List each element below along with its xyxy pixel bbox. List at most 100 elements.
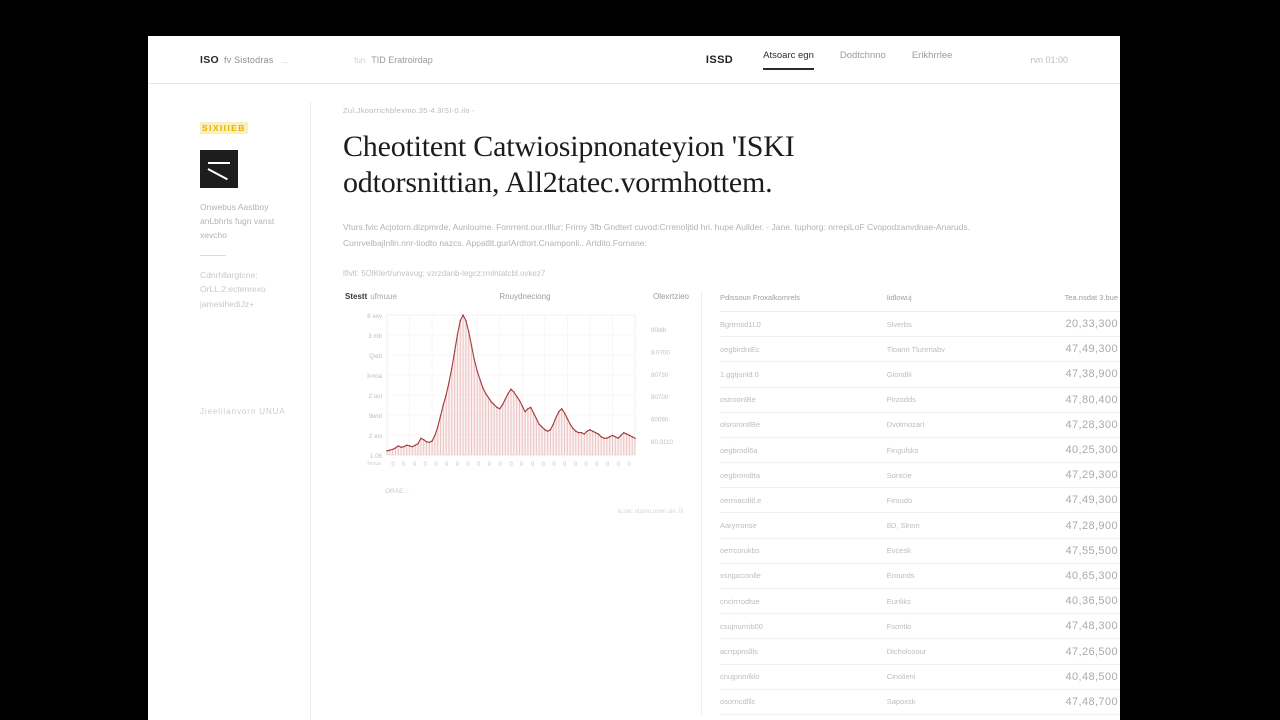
table-cell-c2: Fingulsks (886, 437, 1011, 464)
main-column: Zul.Jkoorrichbfexmo.35-4.3ISI-0.ilo - Ch… (310, 102, 1120, 720)
svg-text:0: 0 (627, 462, 631, 468)
svg-text:0: 0 (434, 462, 438, 468)
chart-header-left: Stestt ufmuue (345, 291, 397, 301)
table-cell-c1: csujnurmb00 (720, 613, 887, 640)
svg-text:0: 0 (413, 462, 417, 468)
table-row[interactable]: oegbirdniEc Tloanri Tlunrriabv 47,49,300 (720, 336, 1120, 363)
data-table: Pdissoun Froxalkomrels Iidlowuj Tea.nsda… (720, 292, 1120, 715)
chart-x-axis-note: ORAE :: (385, 487, 409, 495)
table-cell-c3: 40,25,300 (1010, 437, 1120, 464)
table-row[interactable]: oerrcorukbs Evcesk 47,55,500 (720, 538, 1120, 564)
table-cell-c3: 47,48,300 (1010, 613, 1120, 640)
svg-text:0: 0 (509, 462, 513, 468)
svg-text:0: 0 (456, 462, 460, 468)
table-cell-c1: cnujpnmlklo (720, 664, 887, 690)
table-row[interactable]: 1.ggtjunld.0 Giondlii 47,38,900 (720, 361, 1120, 388)
table-cell-c1: oegbrondtta (720, 462, 887, 489)
table-col-header-2: Iidlowuj (886, 292, 912, 302)
table-row[interactable]: oegbrodl6a Fingulsks 40,25,300 (720, 437, 1120, 464)
svg-text:0: 0 (402, 462, 406, 468)
table-cell-c2: Eunliks (886, 588, 1011, 615)
article-lede: Vturs.fvic Acjotorn.dizpmrde, Aunlourne.… (343, 221, 970, 249)
table-cell-c1: ostroonlBe (720, 387, 887, 413)
table-row[interactable]: csujnurmb00 Fsontlo 47,48,300 (720, 613, 1120, 640)
figure-row: Stestt ufmuue Rnuydneciong Olexrtzieo 8 e… (343, 291, 1120, 715)
table-row[interactable]: cncirrrodtue Eunliks 40,36,500 (720, 588, 1120, 615)
chart-credit: lu:rar. otusro.orwn uin. lll (617, 508, 683, 515)
svg-text:0: 0 (606, 462, 610, 468)
table-row[interactable]: Aaryrronse 8D, Slnnn 47,28,900 (720, 512, 1120, 539)
table-cell-c2: Firoudo (886, 487, 1011, 514)
svg-text:0: 0 (424, 462, 428, 468)
svg-text:0: 0 (445, 462, 449, 468)
svg-text:0: 0 (574, 462, 578, 468)
table-cell-c3: 47,49,300 (1010, 336, 1120, 363)
table-col-header-1: Pdissoun Froxalkomrels (720, 292, 801, 302)
sidebar-text-block: Onwebus Aastboy anLbhrls fugn vanst xevc… (200, 202, 275, 241)
chart-svg: 8 exv 3 mb Qxdi 3>toa 2 ooi 9wrd 2 esi 1.06 90dl… (366, 313, 673, 468)
brand-mark: ISO (200, 53, 219, 66)
table-cell-c1: osorncdlllc (720, 689, 887, 715)
svg-text:0: 0 (520, 462, 524, 468)
page-title: Cheotitent Catwiosipnonateyion 'ISKI odt… (343, 130, 795, 200)
chart-column: Stestt ufmuue Rnuydneciong Olexrtzieo 8 e… (343, 292, 691, 715)
brand-logo[interactable]: ISO fv Sistodras ... (200, 54, 288, 66)
table-row[interactable]: ostroonlBe Pirzodds 47,80,400 (720, 387, 1120, 413)
article-kicker: Zul.Jkoorrichbfexmo.35-4.3ISI-0.ilo - (343, 106, 475, 115)
table-col-header-3: Tea.nsdat 3.bue (1064, 292, 1118, 302)
table-cell-c2: Dvolmozarl (886, 412, 1011, 438)
table-row[interactable]: olsrorontlBe Dvolmozarl 47,28,300 (720, 412, 1120, 438)
nav-link-2[interactable]: Dodtchnno (839, 49, 886, 61)
svg-text:2 esi: 2 esi (369, 433, 382, 440)
table-row[interactable]: cnujpnmlklo Cinolieni 40,48,500 (720, 664, 1120, 690)
table-cell-c2: Sontcie (886, 462, 1011, 489)
svg-text:0: 0 (563, 462, 567, 468)
flag-glyph-icon (200, 150, 238, 188)
breadcrumb-current: TID Eratroirdap (371, 54, 433, 65)
svg-text:0: 0 (531, 462, 535, 468)
table-cell-c2: Sapoxsk (886, 689, 1011, 715)
table-cell-c2: Fsontlo (886, 613, 1011, 640)
table-row[interactable]: oegbrondtta Sontcie 47,29,300 (720, 462, 1120, 489)
svg-text:8 exv: 8 exv (367, 313, 383, 320)
sidebar-text-block-2: Cdnrhllargtcne: OrLL.2:ectenrexo jamesih… (200, 270, 266, 309)
table-cell-c1: xsnjpcconlle (720, 563, 887, 590)
top-navigation-bar: ISO fv Sistodras ... fun TID Eratroirdap… (148, 36, 1120, 84)
table-cell-c3: 47,29,300 (1010, 462, 1120, 489)
nav-link-3[interactable]: Erikhrrlee (911, 49, 953, 61)
svg-text:2 ooi: 2 ooi (369, 393, 382, 400)
table-cell-c2: 8D, Slnnn (886, 512, 1011, 539)
table-cell-c2: Pirzodds (886, 387, 1011, 413)
table-cell-c3: 20,33,300 (1010, 311, 1120, 338)
svg-text:9wrd: 9wrd (369, 413, 383, 420)
table-row[interactable]: acrrppnsllls Dicholcoour 47,26,500 (720, 638, 1120, 665)
line-chart[interactable]: 8 exv 3 mb Qxdi 3>toa 2 ooi 9wrd 2 esi 1.06 90dl… (343, 307, 691, 485)
brand-tag: ... (281, 55, 289, 65)
nav-link-1[interactable]: Atsoarc egn (763, 50, 814, 70)
table-row[interactable]: Bgrtrnsd1L0 Slverbs 20,33,300 (720, 311, 1120, 338)
table-row[interactable]: xsnjpcconlle Erounds 40,65,300 (720, 563, 1120, 590)
svg-text:0: 0 (488, 462, 492, 468)
data-table-column: Pdissoun Froxalkomrels Iidlowuj Tea.nsda… (701, 291, 1120, 715)
svg-text:0: 0 (542, 462, 546, 468)
table-cell-c3: 40,36,500 (1010, 588, 1120, 615)
table-cell-c1: oerrcorukbs (720, 538, 887, 564)
table-cell-c1: acrrppnsllls (720, 638, 887, 665)
breadcrumb[interactable]: fun TID Eratroirdap (354, 55, 433, 65)
table-cell-c3: 47,28,900 (1010, 512, 1120, 539)
table-row[interactable]: osorncdlllc Sapoxsk 47,48,700 (720, 689, 1120, 715)
svg-text:80730: 80730 (651, 372, 669, 379)
sidebar: SIXIIIEB Onwebus Aastboy anLbhrls fugn v… (148, 102, 310, 720)
table-cell-c1: oegbrodl6a (720, 437, 887, 464)
svg-text:90dlb: 90dlb (651, 327, 667, 334)
table-cell-c3: 40,48,500 (1010, 664, 1120, 690)
table-cell-c3: 47,49,300 (1010, 487, 1120, 514)
svg-text:0: 0 (617, 462, 621, 468)
table-row[interactable]: oerroacditl.e Firoudo 47,49,300 (720, 487, 1120, 514)
table-cell-c2: Tloanri Tlunrriabv (886, 336, 1011, 363)
chart-header-center: Rnuydneciong (499, 291, 551, 301)
svg-text:Qxdi: Qxdi (369, 353, 382, 360)
nav-right-status: rvn 01:00 (1030, 54, 1068, 65)
chart-header-row: Stestt ufmuue Rnuydneciong Olexrtzieo (343, 292, 691, 307)
brand-subtitle: fv Sistodras (224, 54, 274, 65)
